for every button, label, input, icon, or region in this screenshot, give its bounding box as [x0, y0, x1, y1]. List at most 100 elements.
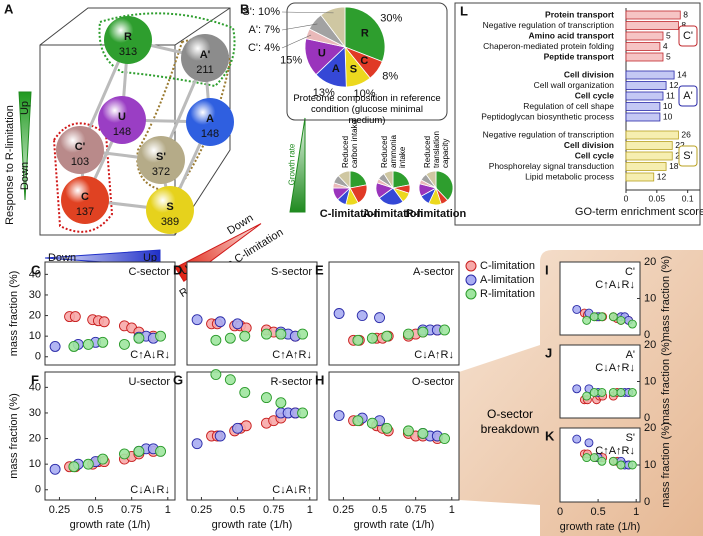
y-tick-label: 0 [35, 351, 41, 363]
x-tick-label: 1 [307, 504, 313, 516]
panel-label: L [460, 3, 468, 18]
point [616, 460, 626, 470]
group-box [678, 145, 698, 167]
point [589, 312, 599, 322]
plot-frame [559, 344, 641, 419]
up-label: Up [19, 101, 31, 115]
point [260, 328, 272, 340]
point [597, 312, 607, 322]
panel-annotation: C↓A↑R↓ [595, 362, 635, 374]
panel-annotation: C↑A↑R↓ [595, 445, 635, 457]
bar [625, 91, 664, 101]
y-axis-title: mass fraction (%) [660, 339, 672, 425]
panel-label: B [240, 1, 249, 16]
panel-title: U-sector [128, 376, 170, 388]
slice-label: R [361, 27, 369, 39]
point [333, 410, 345, 421]
value-label: 15% [280, 54, 302, 66]
point [210, 334, 222, 346]
panel-label: C [31, 262, 41, 277]
x-tick-label: 1 [449, 504, 455, 516]
point [402, 425, 414, 437]
point [356, 310, 368, 322]
go-term: Peptide transport [544, 51, 615, 61]
slice-label: S [350, 63, 357, 75]
node-count: 148 [113, 126, 131, 138]
x-tick-label: 0.75 [405, 504, 426, 516]
go-term: Lipid metabolic process [525, 171, 614, 181]
x-tick-label: 0.5 [230, 504, 245, 516]
bar [625, 102, 661, 111]
panel-label: A [4, 1, 14, 16]
y-tick-label: 0 [35, 484, 41, 496]
count-label: 5 [666, 51, 671, 61]
panel-label: E [315, 262, 324, 277]
go-term: Cell cycle [575, 90, 614, 100]
x-axis-title: growth rate (1/h) [212, 519, 293, 531]
panel-label: D [173, 262, 182, 277]
growth-triangle [289, 117, 306, 213]
count-label: 11 [666, 90, 675, 100]
count-label: 22 [675, 140, 685, 150]
bar [625, 81, 667, 90]
y-tick-label: 40 [29, 268, 41, 280]
go-box [454, 2, 701, 226]
go-term: Peptidoglycan biosynthetic process [481, 111, 614, 121]
count-label: 18 [669, 161, 679, 171]
panel-title: C-sector [128, 266, 170, 278]
point [582, 315, 592, 325]
count-label: 12 [669, 80, 679, 90]
node [98, 96, 146, 144]
panel-title: O-sector [412, 376, 455, 388]
value-label: 8% [382, 70, 398, 82]
point [239, 387, 251, 398]
panel-annotation: C↑A↑R↓ [272, 349, 312, 361]
point [68, 461, 80, 473]
node-label: C' [75, 141, 86, 153]
point [439, 433, 451, 445]
go-term: Cell cycle [575, 150, 614, 160]
panel-title: S-sector [271, 266, 312, 278]
y-tick-label: 40 [29, 381, 41, 393]
point [97, 336, 109, 348]
pie-condition: A-limitation [363, 208, 424, 220]
go-term: Cell wall organization [534, 80, 615, 90]
point [214, 316, 226, 328]
pie-title: Reduced carbon intake [341, 119, 359, 168]
y-tick-label: 20 [29, 432, 41, 444]
panel-annotation: C↑A↓R↓ [595, 279, 635, 291]
y-tick-label: 0 [644, 412, 650, 424]
go-term: Chaperon-mediated protein folding [483, 41, 614, 51]
bar [625, 172, 655, 182]
node-count: 372 [152, 166, 170, 178]
slice-label: A [332, 63, 340, 75]
plot-frame [44, 371, 176, 501]
point [232, 422, 244, 434]
y-axis-title: mass fraction (%) [660, 422, 672, 508]
go-term: Negative regulation of transcription [483, 129, 615, 139]
go-term: Cell division [564, 69, 614, 79]
x-tick-label: 0.25 [333, 504, 354, 516]
point [402, 328, 414, 340]
y-tick-label: 10 [644, 375, 656, 387]
panel-annotation: C↑A↓R↓ [130, 349, 170, 361]
go-term: Regulation of cell shape [523, 101, 614, 111]
point [69, 311, 81, 323]
x-tick-label: 0.1 [682, 193, 694, 203]
pie-box [286, 2, 448, 121]
count-label: 5 [666, 30, 671, 40]
pie-slice [435, 170, 454, 201]
node [181, 34, 229, 82]
point [82, 338, 94, 350]
point [572, 384, 582, 394]
bar [625, 162, 667, 171]
y-axis-title: mass fraction (%) [8, 271, 20, 357]
go-term: Phosphorelay signal transduction [489, 161, 614, 171]
leader-line [281, 23, 318, 31]
point [133, 445, 145, 457]
x-tick-label: 0.25 [49, 504, 70, 516]
point [97, 453, 109, 465]
y-tick-label: 20 [644, 422, 656, 434]
point [608, 312, 618, 322]
